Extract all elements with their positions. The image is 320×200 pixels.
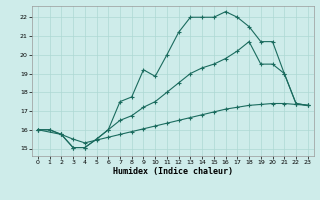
X-axis label: Humidex (Indice chaleur): Humidex (Indice chaleur) (113, 167, 233, 176)
